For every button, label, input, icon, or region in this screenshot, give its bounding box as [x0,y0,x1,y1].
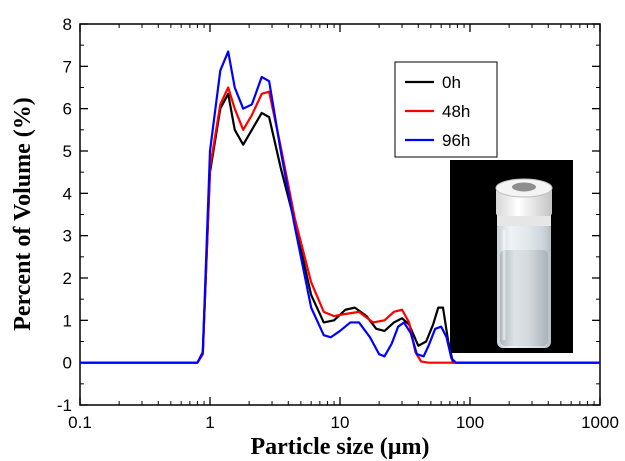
x-tick-label: 100 [456,413,484,432]
series-layer [80,50,600,364]
y-tick-label: 6 [63,100,72,119]
legend-label-48h: 48h [442,102,470,121]
y-tick-label: 8 [63,15,72,34]
inset-vial-photo [450,160,573,353]
x-tick-label: 0.1 [68,413,92,432]
y-tick-label: 3 [63,227,72,246]
y-tick-label: 1 [63,311,72,330]
x-tick-label: 1 [205,413,214,432]
x-tick-label: 10 [331,413,350,432]
y-tick-label: 5 [63,142,72,161]
x-tick-label: 1000 [581,413,619,432]
y-axis-title: Percent of Volume (%) [10,97,36,331]
legend-label-96h: 96h [442,131,470,150]
y-tick-label: 4 [63,184,72,203]
series-line-48h [80,86,600,364]
series-line-96h [80,50,600,364]
legend-label-0h: 0h [442,73,461,92]
x-tick-labels: 0.1 1 10 100 1000 [68,413,619,432]
y-tick-label: 2 [63,269,72,288]
y-tick-label: 0 [63,354,72,373]
y-tick-label: 7 [63,57,72,76]
y-tick-labels: -1 0 1 2 3 4 5 6 7 8 [57,15,72,415]
y-tick-label: -1 [57,396,72,415]
axis-ticks [79,23,601,406]
legend: 0h 48h 96h [394,61,498,158]
x-axis-title: Particle size (µm) [250,434,429,460]
